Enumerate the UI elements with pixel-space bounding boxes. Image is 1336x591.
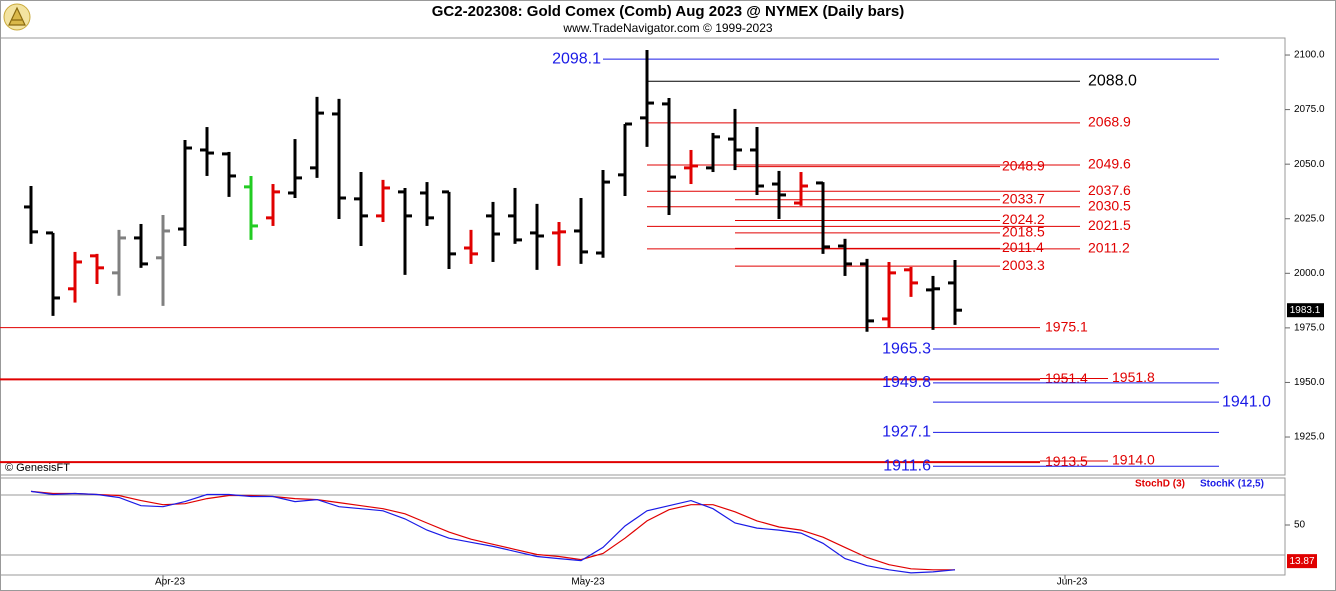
y-tick-label: 1950.0 [1294,377,1325,388]
level-label: 2011.2 [1088,240,1130,256]
level-label: 2003.3 [1002,257,1045,273]
level-label: 1941.0 [1222,393,1271,410]
stoch-line [30,490,956,574]
last-value-label: 13.87 [1289,556,1314,567]
level-label: 1951.8 [1112,369,1155,385]
y-tick-label: 2050.0 [1294,159,1325,170]
level-label: 1975.1 [1045,318,1088,334]
level-label: 2048.9 [1002,157,1045,173]
watermark: © GenesisFT [5,462,70,474]
level-label: 2011.4 [1002,239,1044,255]
level-label: 1911.6 [883,457,931,474]
legend-label: StochK (12,5) [1200,479,1264,490]
level-label: 1914.0 [1112,452,1155,468]
x-tick-label: May-23 [571,577,605,588]
level-label: 2018.5 [1002,224,1045,240]
y-tick-label: 50 [1294,520,1306,531]
level-label: 1965.3 [882,340,931,357]
x-tick-label: Jun-23 [1057,577,1088,588]
last-price-label: 1983.1 [1290,305,1321,316]
level-label: 2021.5 [1088,217,1131,233]
level-label: 2098.1 [552,50,601,67]
chart-subtitle: www.TradeNavigator.com © 1999-2023 [562,21,772,35]
y-tick-label: 1925.0 [1294,432,1325,443]
level-label: 2049.6 [1088,156,1131,172]
y-tick-label: 2100.0 [1294,50,1325,61]
logo [3,3,31,31]
level-label: 1927.1 [882,424,931,441]
y-tick-label: 2075.0 [1294,104,1325,115]
level-label: 2033.7 [1002,190,1045,206]
last-price-box [1287,303,1324,318]
chart-title: GC2-202308: Gold Comex (Comb) Aug 2023 @… [432,3,905,20]
price-panel [0,37,1286,476]
x-tick-label: Apr-23 [155,577,185,588]
stoch-line [30,490,955,571]
level-label: 2030.5 [1088,197,1131,213]
level-label: 2088.0 [1088,72,1137,89]
level-label: 2024.2 [1002,211,1045,227]
y-tick-label: 1975.0 [1294,323,1325,334]
level-label: 1949.8 [882,374,931,391]
y-tick-label: 2000.0 [1294,268,1325,279]
level-label: 2068.9 [1088,114,1131,130]
last-value-box [1287,554,1317,569]
stoch-panel [0,477,1286,576]
legend-label: StochD (3) [1135,479,1185,490]
y-tick-label: 2025.0 [1294,213,1325,224]
level-label: 2037.6 [1088,182,1131,198]
